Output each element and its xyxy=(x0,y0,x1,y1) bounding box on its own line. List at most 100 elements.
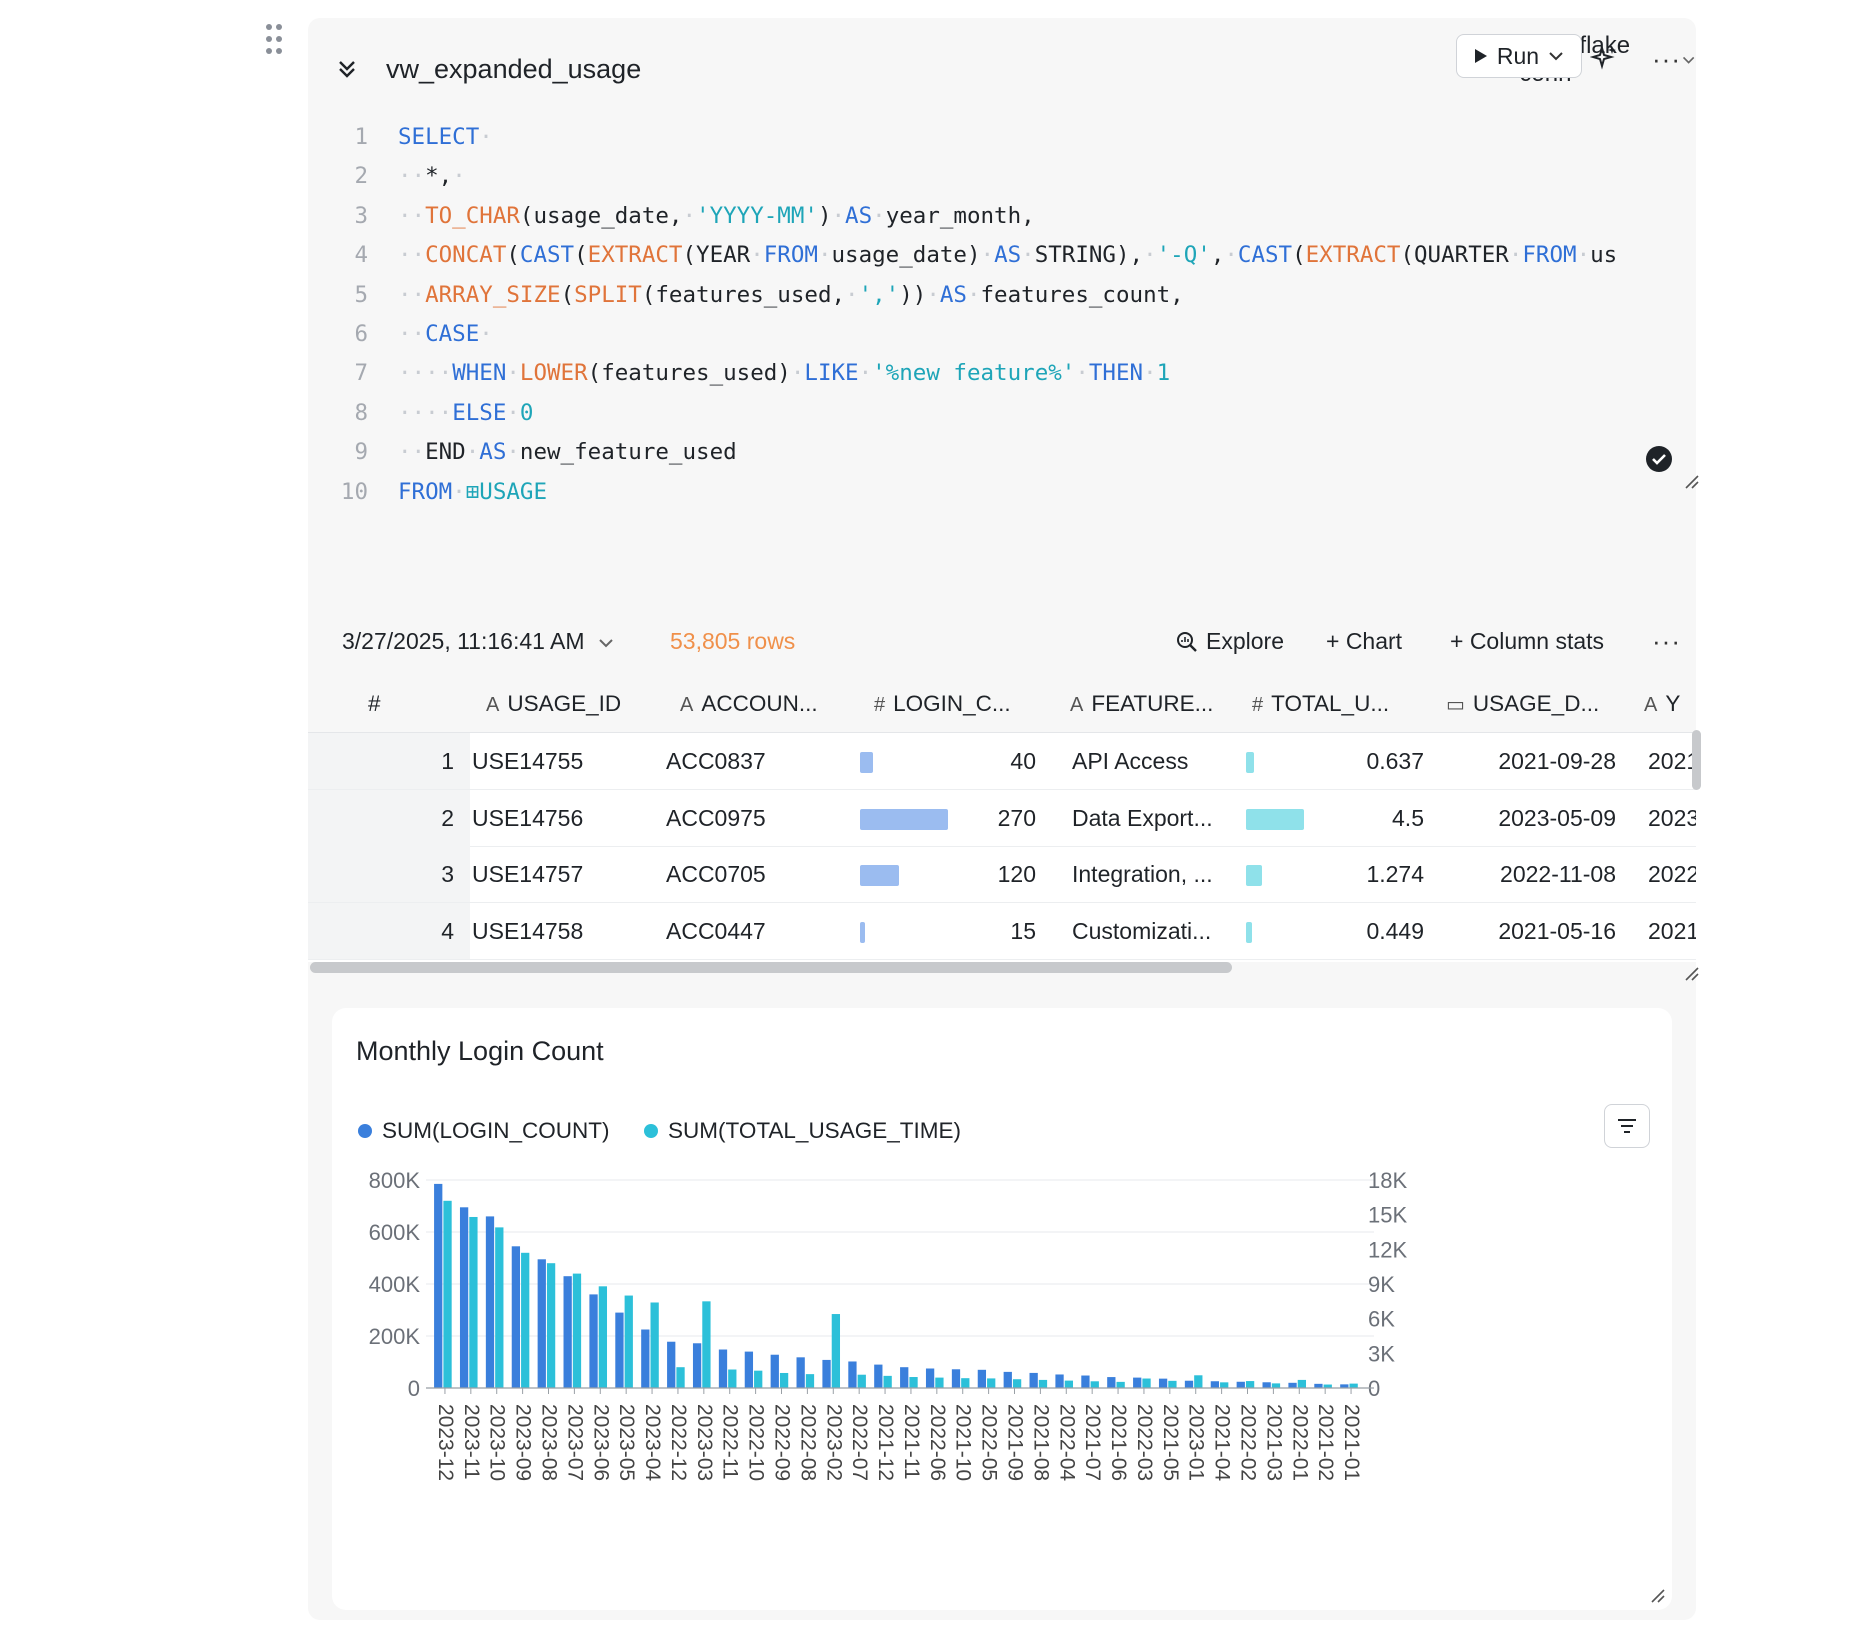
run-timestamp: 3/27/2025, 11:16:41 AM xyxy=(342,628,585,654)
table-cell[interactable]: 1.274 xyxy=(1366,861,1424,887)
x-tick-label: 2021-11 xyxy=(900,1404,923,1480)
cell-title[interactable]: vw_expanded_usage xyxy=(386,54,642,84)
total-usage-bar xyxy=(1246,865,1263,886)
table-cell[interactable]: USE14755 xyxy=(472,748,584,774)
column-header[interactable]: # TOTAL_U... xyxy=(1252,676,1389,732)
table-cell[interactable]: 2023 xyxy=(1648,804,1696,831)
code-line[interactable]: 7 ····WHEN·LOWER(features_used)·LIKE·'%ne… xyxy=(308,354,1696,393)
table-cell[interactable]: 4 xyxy=(441,917,454,944)
column-header[interactable]: A ACCOUN... xyxy=(680,676,818,732)
table-cell[interactable]: 2022-11-08 xyxy=(1500,861,1616,887)
usage-time-bar xyxy=(1323,1384,1332,1388)
usage-time-bar xyxy=(961,1378,970,1388)
table-cell[interactable]: 120 xyxy=(997,861,1036,887)
table-cell[interactable]: USE14756 xyxy=(472,804,584,831)
code-line[interactable]: 9 ··END·AS·new_feature_used xyxy=(308,433,1696,472)
column-header-label: USAGE_ID xyxy=(507,691,622,716)
table-row[interactable]: 4 USE14758 ACC0447 15 Customizati... 0.449 202… xyxy=(308,902,1696,960)
code-line[interactable]: 5 ··ARRAY_SIZE(SPLIT(features_used,·','))… xyxy=(308,276,1696,315)
login-count-bar xyxy=(1003,1371,1012,1388)
table-cell[interactable]: 1 xyxy=(441,748,454,774)
usage-time-bar xyxy=(909,1377,918,1388)
x-tick-label: 2021-10 xyxy=(952,1404,975,1481)
table-cell[interactable]: 2 xyxy=(441,804,454,831)
add-chart-button[interactable]: + Chart xyxy=(1326,628,1402,655)
table-cell[interactable]: ACC0705 xyxy=(666,861,766,887)
code-editor[interactable]: 1 SELECT· 2 ··*,· 3 ··TO_CHAR(usage_date,·'YY… xyxy=(308,100,1696,588)
table-cell[interactable]: 2021 xyxy=(1648,917,1696,944)
login-count-bar xyxy=(1158,1378,1168,1388)
column-header[interactable]: # LOGIN_C... xyxy=(874,676,1011,732)
login-count-bar xyxy=(537,1259,546,1388)
run-timestamp-selector[interactable]: 3/27/2025, 11:16:41 AM xyxy=(342,628,615,655)
table-cell[interactable]: 2023-05-09 xyxy=(1498,804,1616,831)
vertical-scrollbar[interactable] xyxy=(1692,730,1701,790)
login-count-bar xyxy=(900,1367,909,1388)
resize-grip-icon[interactable] xyxy=(1684,474,1700,490)
table-cell[interactable]: 4.5 xyxy=(1392,804,1424,831)
table-cell[interactable]: USE14757 xyxy=(472,861,584,887)
code-line[interactable]: 4 ··CONCAT(CAST(EXTRACT(YEAR·FROM·usage_d… xyxy=(308,236,1696,275)
more-options-icon[interactable]: ··· xyxy=(1652,44,1681,74)
table-row[interactable]: 1 USE14755 ACC0837 40 API Access 0.637 2021-09… xyxy=(308,733,1696,790)
more-options-icon[interactable]: ··· xyxy=(1652,626,1681,656)
sparkle-icon[interactable] xyxy=(1590,44,1618,72)
resize-grip-icon[interactable] xyxy=(1650,1588,1666,1604)
table-row[interactable]: 3 USE14757 ACC0705 120 Integration, ... 1.274… xyxy=(308,846,1696,903)
code-text: ····ELSE·0 xyxy=(398,399,534,426)
table-cell[interactable]: 0.449 xyxy=(1366,917,1424,944)
column-header[interactable]: A FEATURE... xyxy=(1070,676,1213,732)
table-cell[interactable]: Customizati... xyxy=(1072,917,1212,944)
code-line[interactable]: 8 ····ELSE·0 xyxy=(308,394,1696,433)
table-cell[interactable]: 2021-05-16 xyxy=(1498,917,1616,944)
table-cell[interactable]: 40 xyxy=(1010,748,1036,774)
table-cell[interactable]: API Access xyxy=(1072,748,1189,774)
code-text: ··*,· xyxy=(398,163,466,190)
table-cell[interactable]: ACC0837 xyxy=(666,748,766,774)
login-count-bar xyxy=(1107,1377,1116,1388)
table-cell[interactable]: 2021 xyxy=(1648,748,1696,774)
table-cell[interactable]: Data Export... xyxy=(1072,804,1213,831)
x-tick-label: 2023-02 xyxy=(822,1404,845,1481)
code-line[interactable]: 2 ··*,· xyxy=(308,157,1696,196)
legend-item-login-count[interactable]: SUM(LOGIN_COUNT) xyxy=(358,1118,610,1144)
table-cell[interactable]: USE14758 xyxy=(472,917,584,944)
code-line[interactable]: 1 SELECT· xyxy=(308,118,1696,157)
chevron-double-down-icon[interactable] xyxy=(336,58,358,80)
legend-item-total-usage-time[interactable]: SUM(TOTAL_USAGE_TIME) xyxy=(644,1118,961,1144)
resize-grip-icon[interactable] xyxy=(1684,966,1700,982)
x-tick-label: 2022-10 xyxy=(745,1404,768,1481)
column-header[interactable]: # xyxy=(368,676,381,732)
code-line[interactable]: 6 ··CASE· xyxy=(308,315,1696,354)
table-row[interactable]: 2 USE14756 ACC0975 270 Data Export... 4.5 2023… xyxy=(308,789,1696,847)
add-column-stats-button[interactable]: + Column stats xyxy=(1450,628,1604,655)
explore-button[interactable]: Explore xyxy=(1176,628,1284,655)
number-type-icon: # xyxy=(1252,694,1264,716)
table-cell[interactable]: 2021-09-28 xyxy=(1498,748,1616,774)
code-line[interactable]: 10 FROM·⊞USAGE xyxy=(308,473,1696,512)
column-header[interactable]: A USAGE_ID xyxy=(486,676,621,732)
table-cell[interactable]: 0.637 xyxy=(1366,748,1424,774)
table-cell[interactable]: 15 xyxy=(1010,917,1036,944)
horizontal-scrollbar[interactable] xyxy=(310,962,1232,973)
run-button[interactable]: Run xyxy=(1456,34,1582,78)
table-cell[interactable]: 2022 xyxy=(1648,861,1696,887)
chart-filter-button[interactable] xyxy=(1604,1104,1650,1148)
y-right-tick-label: 12K xyxy=(1368,1237,1407,1262)
login-count-bar xyxy=(925,1368,935,1388)
legend-dot xyxy=(358,1124,372,1138)
table-cell[interactable]: 3 xyxy=(441,861,454,887)
line-number: 9 xyxy=(354,439,368,466)
table-cell[interactable]: ACC0447 xyxy=(666,917,766,944)
drag-handle-icon[interactable] xyxy=(266,24,286,54)
column-header[interactable]: ▭ USAGE_D... xyxy=(1446,676,1599,732)
chevron-down-icon xyxy=(1682,56,1695,64)
table-cell[interactable]: Integration, ... xyxy=(1072,861,1213,887)
usage-time-bar xyxy=(935,1377,944,1388)
x-tick-label: 2022-12 xyxy=(667,1404,690,1481)
code-line[interactable]: 3 ··TO_CHAR(usage_date,·'YYYY-MM')·AS·yea… xyxy=(308,197,1696,236)
table-cell[interactable]: 270 xyxy=(997,804,1036,831)
code-text: SELECT· xyxy=(398,124,493,150)
table-cell[interactable]: ACC0975 xyxy=(666,804,766,831)
